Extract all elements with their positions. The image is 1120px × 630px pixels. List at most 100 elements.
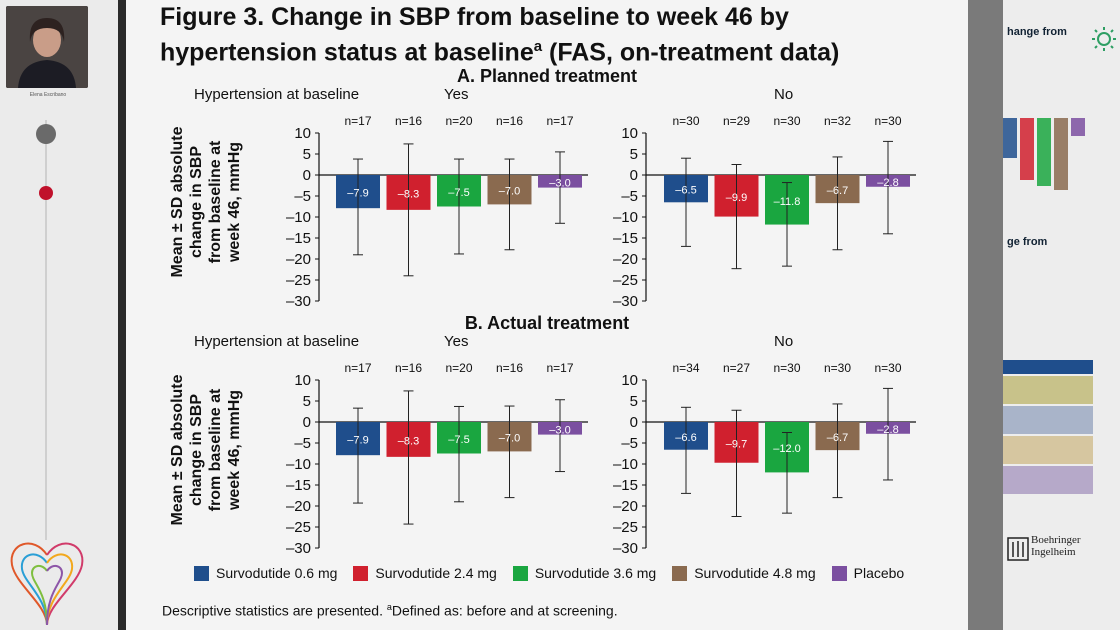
htn-label-a: Hypertension at baseline xyxy=(194,86,360,103)
n-label: n=17 xyxy=(344,114,371,128)
y-tick-label: –10 xyxy=(613,456,638,473)
panel-a-title: A. Planned treatment xyxy=(456,66,638,86)
poster-thumbnail-panel: hange from ge from Boehringer Ingelheim xyxy=(1003,0,1120,630)
n-label: n=30 xyxy=(824,361,851,375)
legend-swatch xyxy=(194,565,209,581)
data-label: –9.9 xyxy=(726,192,747,204)
data-label: –2.8 xyxy=(877,177,898,189)
timeline-handle[interactable] xyxy=(36,124,56,144)
n-label: n=17 xyxy=(546,114,573,128)
timeline-track[interactable] xyxy=(45,120,47,540)
y-tick-label: –20 xyxy=(613,251,638,268)
y-tick-label: –5 xyxy=(621,435,638,452)
data-label: –7.0 xyxy=(499,186,520,198)
data-label: –7.5 xyxy=(448,434,469,446)
speaker-silhouette-icon xyxy=(6,6,88,88)
data-label: –2.8 xyxy=(877,424,898,436)
y-tick-label: –20 xyxy=(286,251,311,268)
y-tick-label: –25 xyxy=(613,519,638,536)
y-tick-label: –5 xyxy=(621,188,638,205)
y-tick-label: 10 xyxy=(621,372,638,389)
legend-item: Placebo xyxy=(831,565,904,581)
no-label-b: No xyxy=(774,333,794,350)
y-tick-label: 0 xyxy=(303,414,311,431)
n-label: n=16 xyxy=(496,114,523,128)
data-label: –6.7 xyxy=(827,185,848,197)
y-tick-label: –15 xyxy=(613,477,638,494)
divider xyxy=(118,0,126,630)
n-label: n=16 xyxy=(395,361,422,375)
y-tick-label: 0 xyxy=(630,414,638,431)
n-label: n=30 xyxy=(773,361,800,375)
data-label: –6.5 xyxy=(675,185,696,197)
y-tick-label: –15 xyxy=(286,230,311,247)
n-label: n=30 xyxy=(874,114,901,128)
y-tick-label: 5 xyxy=(303,393,311,410)
n-label: n=34 xyxy=(672,361,699,375)
legend-swatch xyxy=(831,565,847,581)
y-tick-label: –30 xyxy=(286,540,311,557)
thumbnail-heading: hange from xyxy=(1007,26,1067,38)
no-label-a: No xyxy=(774,86,794,103)
thumbnail-table-icon xyxy=(1003,360,1093,494)
thumbnail-chart-icon xyxy=(1003,118,1085,190)
data-label: –11.8 xyxy=(774,196,801,208)
data-label: –7.9 xyxy=(347,435,368,447)
speaker-panel: Elena Escribano xyxy=(0,0,118,630)
y-tick-label: 0 xyxy=(303,167,311,184)
legend-item: Survodutide 0.6 mg xyxy=(194,565,337,581)
n-label: n=20 xyxy=(445,114,472,128)
n-label: n=20 xyxy=(445,361,472,375)
yes-label-b: Yes xyxy=(444,333,469,350)
legend-item: Survodutide 4.8 mg xyxy=(672,565,816,581)
legend: Survodutide 0.6 mg Survodutide 2.4 mg Su… xyxy=(194,565,904,581)
y-tick-label: –25 xyxy=(613,272,638,289)
slide: Figure 3. Change in SBP from baseline to… xyxy=(126,0,968,630)
y-tick-label: –5 xyxy=(294,435,311,452)
n-label: n=29 xyxy=(723,114,750,128)
n-label: n=17 xyxy=(546,361,573,375)
charts-canvas: 10 5 0 –5 –10 –15 –20 –25 –30 –7.9 n=17 –8.3 n=16 –7.… xyxy=(286,114,916,557)
n-label: n=16 xyxy=(496,361,523,375)
y-tick-label: –15 xyxy=(613,230,638,247)
data-label: –6.6 xyxy=(675,432,696,444)
speaker-name: Elena Escribano xyxy=(29,92,67,98)
data-label: –12.0 xyxy=(773,443,801,455)
y-tick-label: –5 xyxy=(294,188,311,205)
footnote: Descriptive statistics are presented. aD… xyxy=(162,602,618,619)
data-label: –3.0 xyxy=(549,177,570,189)
y-tick-label: 0 xyxy=(630,167,638,184)
playhead-marker[interactable] xyxy=(39,186,53,200)
data-label: –7.0 xyxy=(499,433,520,445)
y-tick-label: 10 xyxy=(294,372,311,389)
data-label: –9.7 xyxy=(726,438,747,450)
y-tick-label: 5 xyxy=(630,393,638,410)
n-label: n=30 xyxy=(874,361,901,375)
legend-item: Survodutide 3.6 mg xyxy=(512,565,656,581)
slide-title: Figure 3. Change in SBP from baseline to… xyxy=(160,3,840,67)
data-label: –7.5 xyxy=(448,187,469,199)
y-tick-label: –30 xyxy=(613,540,638,557)
y-tick-label: 10 xyxy=(294,125,311,142)
n-label: n=17 xyxy=(344,361,371,375)
y-tick-label: –30 xyxy=(286,293,311,310)
y-tick-label: –30 xyxy=(613,293,638,310)
y-tick-label: –10 xyxy=(613,209,638,226)
data-label: –7.9 xyxy=(347,188,368,200)
divider xyxy=(968,0,1003,630)
congress-logo-icon xyxy=(10,542,84,626)
y-tick-label: –10 xyxy=(286,209,311,226)
y-tick-label: –15 xyxy=(286,477,311,494)
y-tick-label: 10 xyxy=(621,125,638,142)
n-label: n=30 xyxy=(672,114,699,128)
n-label: n=30 xyxy=(773,114,800,128)
n-label: n=32 xyxy=(824,114,851,128)
thumbnail-heading: ge from xyxy=(1007,236,1048,248)
data-label: –8.3 xyxy=(398,435,419,447)
speaker-video xyxy=(6,6,88,88)
brand-name: Boehringer Ingelheim xyxy=(1031,534,1081,558)
y-tick-label: –10 xyxy=(286,456,311,473)
n-label: n=27 xyxy=(723,361,750,375)
n-label: n=16 xyxy=(395,114,422,128)
legend-item: Survodutide 2.4 mg xyxy=(353,565,497,581)
